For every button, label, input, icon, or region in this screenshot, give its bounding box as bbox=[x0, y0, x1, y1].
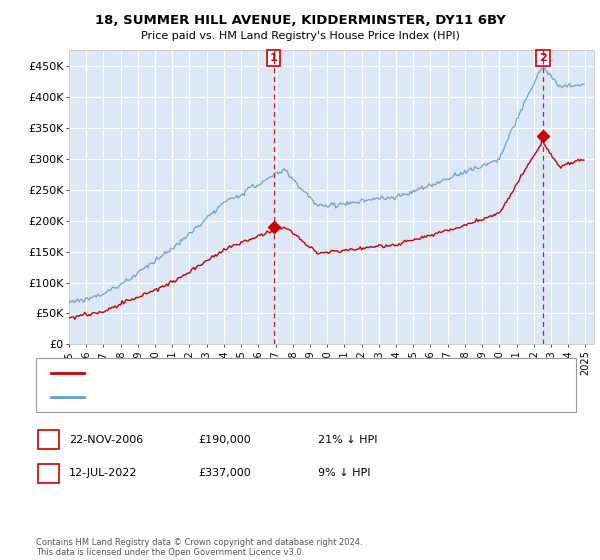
Text: £337,000: £337,000 bbox=[198, 468, 251, 478]
Text: 1: 1 bbox=[270, 53, 278, 63]
Text: HPI: Average price, detached house, Wyre Forest: HPI: Average price, detached house, Wyre… bbox=[90, 392, 329, 402]
Text: 1: 1 bbox=[45, 435, 52, 445]
Text: 2: 2 bbox=[539, 53, 547, 63]
Text: 22-NOV-2006: 22-NOV-2006 bbox=[69, 435, 143, 445]
Text: 18, SUMMER HILL AVENUE, KIDDERMINSTER, DY11 6BY: 18, SUMMER HILL AVENUE, KIDDERMINSTER, D… bbox=[95, 14, 505, 27]
Text: Price paid vs. HM Land Registry's House Price Index (HPI): Price paid vs. HM Land Registry's House … bbox=[140, 31, 460, 41]
Text: 2: 2 bbox=[45, 468, 52, 478]
Text: 18, SUMMER HILL AVENUE, KIDDERMINSTER, DY11 6BY (detached house): 18, SUMMER HILL AVENUE, KIDDERMINSTER, D… bbox=[90, 368, 448, 378]
Text: £190,000: £190,000 bbox=[198, 435, 251, 445]
Text: 9% ↓ HPI: 9% ↓ HPI bbox=[318, 468, 371, 478]
Text: 12-JUL-2022: 12-JUL-2022 bbox=[69, 468, 137, 478]
Text: 21% ↓ HPI: 21% ↓ HPI bbox=[318, 435, 377, 445]
Text: Contains HM Land Registry data © Crown copyright and database right 2024.
This d: Contains HM Land Registry data © Crown c… bbox=[36, 538, 362, 557]
